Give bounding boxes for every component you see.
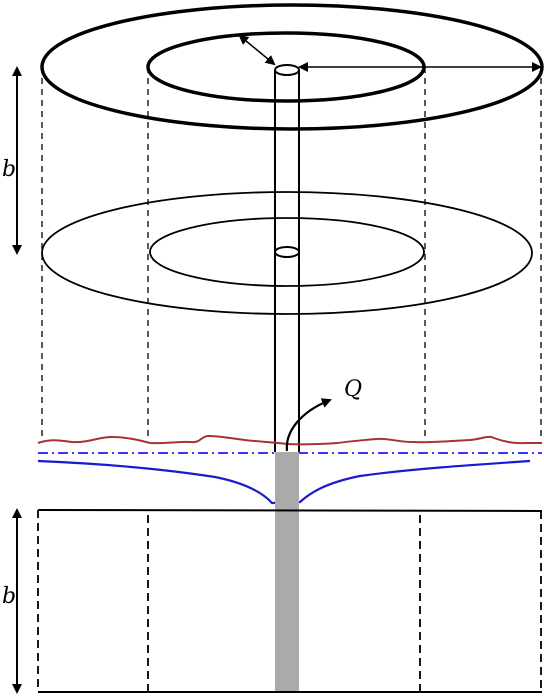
well-top xyxy=(274,64,300,76)
water-table-line xyxy=(37,434,542,446)
well-screen xyxy=(275,452,299,692)
inner-radius-arrow xyxy=(238,34,276,66)
aquifer-dashed-walls xyxy=(37,510,542,692)
inner-ring-middle xyxy=(149,217,425,287)
discharge-label: Q xyxy=(344,377,362,402)
aquifer-top xyxy=(37,509,543,512)
thickness-label-lower: b xyxy=(2,584,16,609)
discharge-arrow xyxy=(285,398,332,452)
outer-ring-middle xyxy=(41,191,533,315)
projection-lines xyxy=(41,67,542,440)
well-middle xyxy=(274,246,300,258)
thickness-label-upper: b xyxy=(2,157,16,182)
